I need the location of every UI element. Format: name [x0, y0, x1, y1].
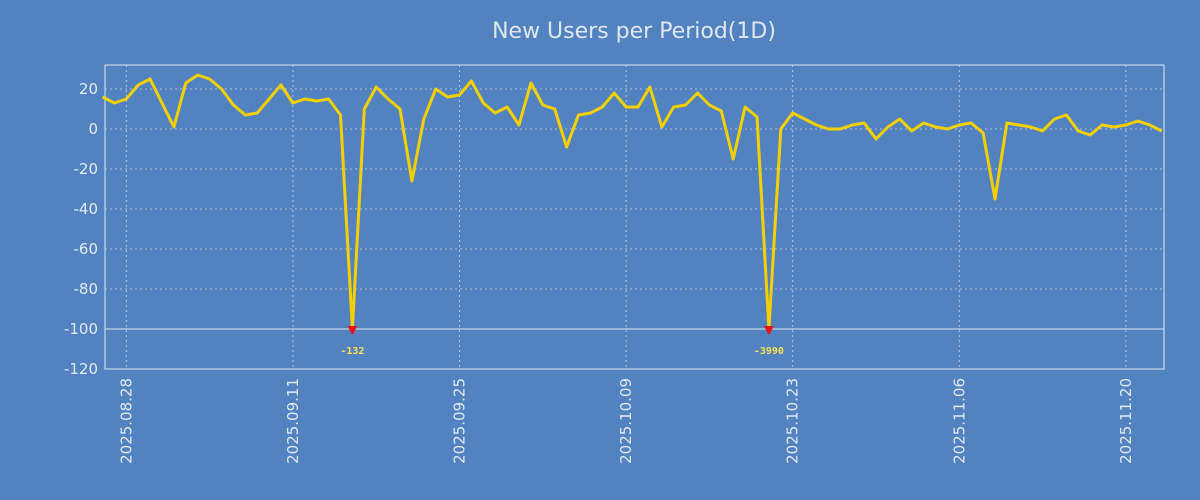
y-tick-label: 0 [88, 120, 98, 138]
chart-title: New Users per Period(1D) [492, 19, 776, 44]
plot-frame [104, 64, 1165, 370]
series-layer [101, 73, 1163, 331]
x-tick-label: 2025.08.28 [117, 378, 135, 464]
x-tick-label: 2025.10.09 [617, 378, 635, 464]
y-tick-label: -40 [74, 200, 99, 218]
x-axis: 2025.08.28 2025.09.11 2025.09.25 2025.10.09… [117, 378, 1135, 464]
y-tick-label: 20 [79, 80, 98, 98]
x-tick-label: 2025.09.11 [284, 378, 302, 464]
y-axis: 20 0 -20 -40 -60 -80 -100 -120 [64, 80, 98, 378]
annotations: -132 -3990 [340, 326, 784, 357]
y-tick-label: -80 [74, 280, 99, 298]
series-line-new-users [101, 73, 1163, 331]
grid [105, 65, 1164, 369]
y-tick-label: -60 [74, 240, 99, 258]
clip-marker [347, 326, 358, 335]
x-tick-label: 2025.10.23 [784, 378, 802, 464]
clip-value-label: -132 [340, 346, 364, 357]
x-tick-label: 2025.11.06 [950, 378, 968, 464]
x-tick-label: 2025.09.25 [451, 378, 469, 464]
clip-value-label: -3990 [754, 346, 784, 357]
y-tick-label: -100 [64, 320, 98, 338]
clip-marker [763, 326, 774, 335]
y-tick-label: -120 [64, 360, 98, 378]
x-tick-label: 2025.11.20 [1117, 378, 1135, 464]
y-tick-label: -20 [74, 160, 99, 178]
